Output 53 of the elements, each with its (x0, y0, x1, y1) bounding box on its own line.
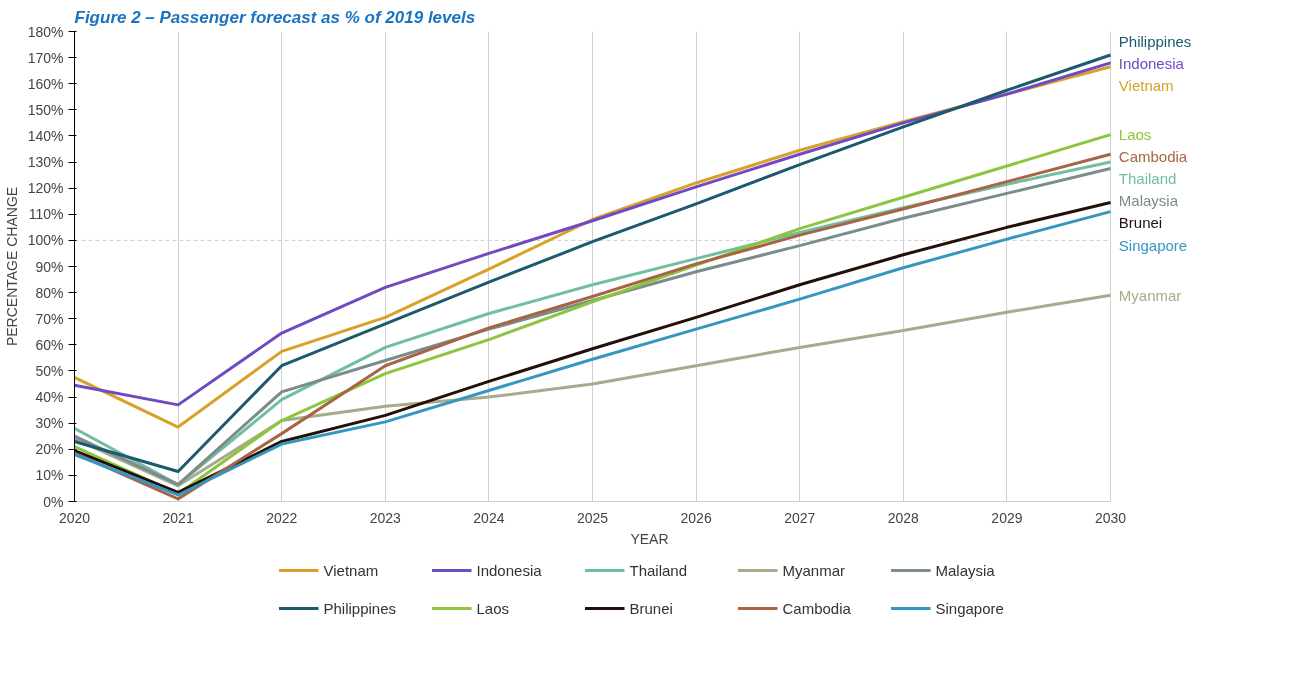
x-tick-label: 2021 (162, 509, 194, 526)
text: Thailand (1118, 170, 1177, 188)
x-axis-title: YEAR (630, 530, 669, 547)
x-tick-label: 2025 (576, 509, 609, 526)
text: Brunei (1118, 214, 1163, 232)
legend-label: Cambodia (782, 599, 852, 617)
legend-label: Myanmar (782, 561, 846, 579)
legend-label: Malaysia (935, 561, 996, 579)
y-tick-label: 170% (27, 49, 64, 66)
x-tick-label: 2024 (473, 509, 505, 526)
x-tick-label: 2022 (266, 509, 298, 526)
text: Philippines (1118, 33, 1192, 51)
x-tick-label: 2029 (991, 509, 1023, 526)
y-tick-label: 70% (35, 310, 64, 327)
text: Singapore (1118, 236, 1188, 254)
legend-label: Laos (476, 599, 511, 617)
x-tick-label: 2027 (784, 509, 816, 526)
y-axis-title: PERCENTAGE CHANGE (3, 186, 20, 347)
y-tick-label: 60% (35, 336, 64, 353)
y-tick-label: 160% (27, 75, 64, 92)
legend-label: Singapore (935, 599, 1005, 617)
text: Laos (1118, 126, 1152, 144)
y-tick-label: 80% (35, 284, 64, 301)
legend-label: Indonesia (476, 561, 543, 579)
y-tick-label: 10% (35, 467, 64, 484)
y-tick-label: 20% (35, 441, 64, 458)
legend-label: Brunei (629, 599, 674, 617)
x-tick-label: 2023 (369, 509, 402, 526)
chart-title: Figure 2 – Passenger forecast as % of 2019 levels (74, 7, 476, 27)
x-tick-label: 2026 (680, 509, 712, 526)
y-tick-label: 140% (27, 127, 64, 144)
x-tick-label: 2030 (1094, 509, 1127, 526)
y-tick-label: 120% (27, 180, 64, 197)
text: Vietnam (1118, 77, 1174, 95)
text: Myanmar (1118, 286, 1182, 304)
x-tick-label: 2028 (887, 509, 920, 526)
y-tick-label: 30% (35, 415, 64, 432)
text: Cambodia (1118, 148, 1188, 166)
y-tick-label: 40% (35, 389, 64, 406)
x-tick-label: 2020 (58, 509, 91, 526)
y-tick-label: 110% (28, 206, 64, 223)
y-tick-label: 90% (35, 258, 64, 275)
y-tick-label: 0% (43, 493, 64, 510)
legend-label: Thailand (629, 561, 689, 579)
y-tick-label: 150% (27, 101, 64, 118)
y-tick-label: 50% (35, 362, 64, 379)
legend-label: Vietnam (323, 561, 380, 579)
y-tick-label: 100% (27, 232, 64, 249)
text: Indonesia (1118, 55, 1184, 73)
y-tick-label: 130% (27, 154, 64, 171)
text: Malaysia (1118, 192, 1179, 210)
y-tick-label: 180% (27, 23, 64, 40)
legend-label: Philippines (323, 599, 398, 617)
